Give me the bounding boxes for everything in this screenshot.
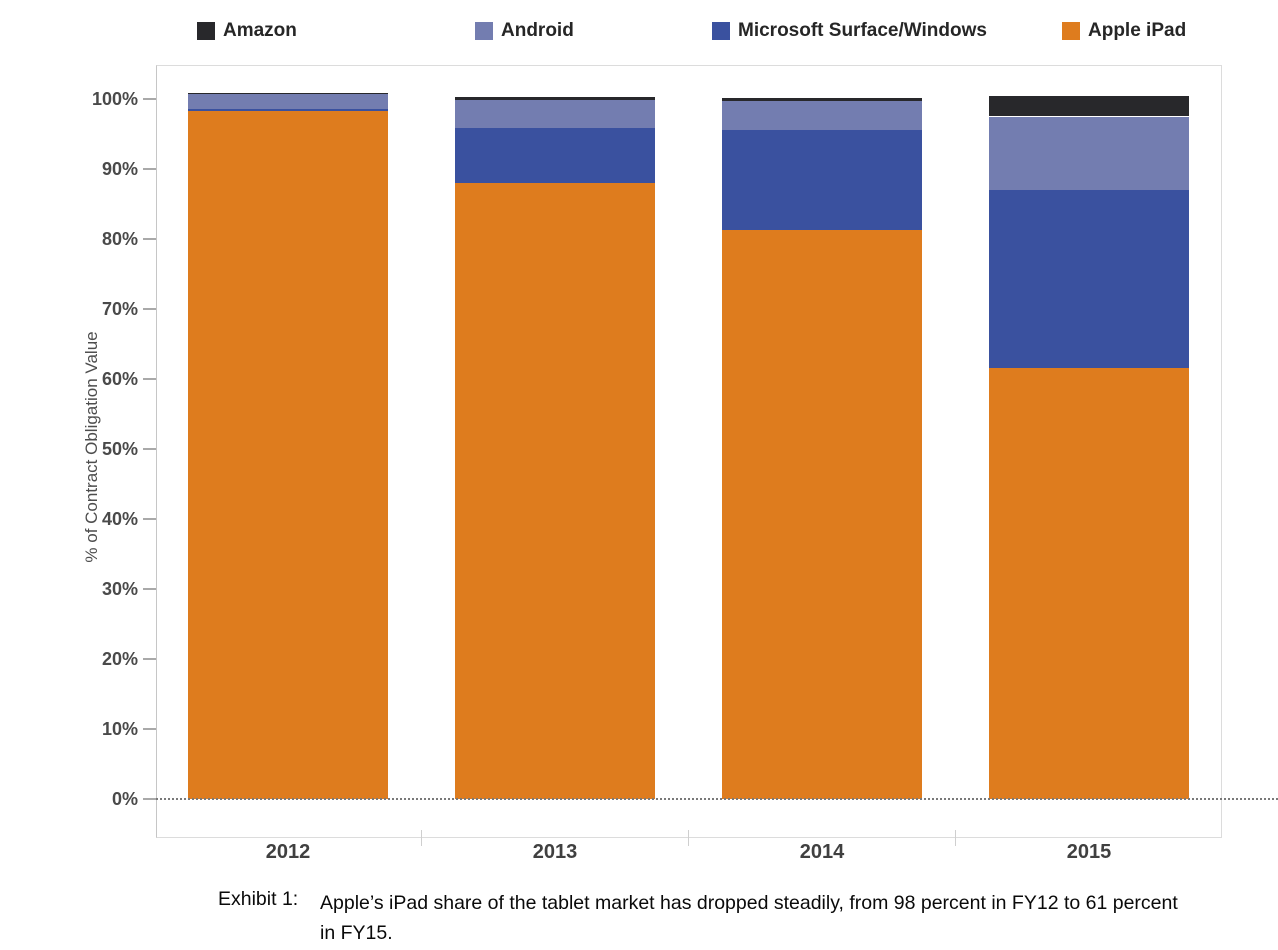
bar-segment-2015-apple-ipad <box>989 367 1189 799</box>
caption-text: Apple’s iPad share of the tablet market … <box>320 892 1178 944</box>
y-axis-title: % of Contract Obligation Value <box>82 331 101 563</box>
bar-segment-2015-android <box>989 116 1189 190</box>
bar-segment-2012-microsoft-surface-windows <box>188 109 388 111</box>
legend-label-amazon: Amazon <box>223 20 297 41</box>
y-tick-label-100: 100% <box>91 89 138 109</box>
bar-segment-2014-apple-ipad <box>722 229 922 799</box>
x-category-divider <box>955 830 956 846</box>
legend-item-microsoft-surface-windows: Microsoft Surface/Windows <box>712 20 987 42</box>
y-tick-mark-80 <box>143 238 156 240</box>
x-label-2014: 2014 <box>799 841 845 863</box>
legend-item-apple-ipad: Apple iPad <box>1062 20 1186 42</box>
y-tick-mark-90 <box>143 168 156 170</box>
caption-exhibit-label: Exhibit 1: <box>218 888 299 910</box>
y-tick-label-40: 40% <box>101 509 138 529</box>
bar-segment-2013-apple-ipad <box>455 183 655 799</box>
zero-percent-dotted-gridline <box>156 798 1278 800</box>
y-tick-label-80: 80% <box>101 229 138 249</box>
bar-segment-2013-amazon <box>455 97 655 100</box>
bar-segment-2013-android <box>455 99 655 128</box>
legend-swatch-android <box>475 22 493 40</box>
y-tick-mark-60 <box>143 378 156 380</box>
bar-segment-2012-apple-ipad <box>188 110 388 799</box>
y-tick-label-50: 50% <box>101 439 138 459</box>
y-tick-mark-20 <box>143 658 156 660</box>
legend-item-amazon: Amazon <box>197 20 297 42</box>
bar-segment-2012-android <box>188 94 388 110</box>
x-category-divider <box>421 830 422 846</box>
y-tick-label-0: 0% <box>111 789 138 809</box>
x-label-2013: 2013 <box>532 841 578 863</box>
bar-segment-2014-microsoft-surface-windows <box>722 129 922 230</box>
y-tick-label-90: 90% <box>101 159 138 179</box>
legend-item-android: Android <box>475 20 574 42</box>
y-tick-label-10: 10% <box>101 719 138 739</box>
legend-swatch-apple-ipad <box>1062 22 1080 40</box>
y-tick-mark-70 <box>143 308 156 310</box>
y-tick-mark-40 <box>143 518 156 520</box>
y-tick-mark-0 <box>143 798 156 800</box>
plot-area <box>156 65 1222 838</box>
legend-swatch-microsoft-surface-windows <box>712 22 730 40</box>
y-tick-label-60: 60% <box>101 369 138 389</box>
legend-label-microsoft-surface-windows: Microsoft Surface/Windows <box>738 20 987 41</box>
bar-segment-2015-microsoft-surface-windows <box>989 190 1189 368</box>
bar-segment-2012-amazon <box>188 93 388 95</box>
bar-segment-2015-amazon <box>989 96 1189 117</box>
y-tick-mark-100 <box>143 98 156 100</box>
y-tick-label-70: 70% <box>101 299 138 319</box>
x-label-2015: 2015 <box>1066 841 1112 863</box>
legend-label-apple-ipad: Apple iPad <box>1088 20 1187 41</box>
x-category-divider <box>688 830 689 846</box>
y-tick-label-30: 30% <box>101 579 138 599</box>
x-label-2012: 2012 <box>265 841 311 863</box>
bar-segment-2013-microsoft-surface-windows <box>455 127 655 183</box>
bar-segment-2014-android <box>722 101 922 130</box>
y-tick-mark-30 <box>143 588 156 590</box>
legend-swatch-amazon <box>197 22 215 40</box>
bar-segment-2014-amazon <box>722 97 922 102</box>
y-tick-mark-50 <box>143 448 156 450</box>
y-tick-mark-10 <box>143 728 156 730</box>
y-tick-label-20: 20% <box>101 649 138 669</box>
legend-label-android: Android <box>501 20 574 41</box>
